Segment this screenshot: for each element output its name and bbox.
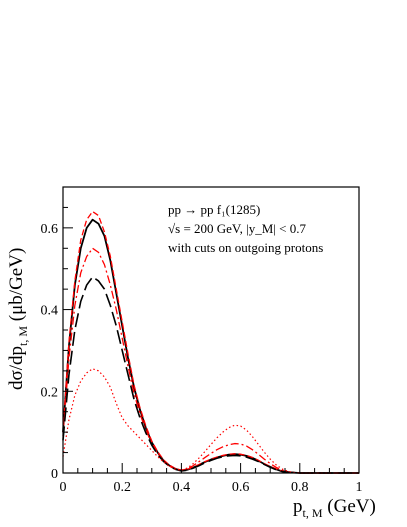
y-tick-label: 0.2: [41, 385, 59, 400]
annotation-line-2: √s = 200 GeV, |y_M| < 0.7: [168, 221, 306, 236]
x-tick-label: 0.4: [173, 480, 191, 495]
y-axis-title-main: dσ/dp: [6, 346, 27, 390]
annotation-line-3: with cuts on outgoing protons: [168, 240, 323, 255]
x-tick-label: 0.8: [291, 480, 309, 495]
annotation-line-1: pp → pp f₁(1285): [168, 202, 260, 217]
series-line-4: [62, 276, 359, 474]
y-tick-label: 0.4: [41, 304, 59, 319]
series-line-3: [62, 247, 359, 474]
series-line-1: [62, 218, 359, 474]
curves: [62, 210, 359, 474]
x-axis-title-main: p: [293, 496, 303, 517]
x-tick-label: 0: [60, 480, 67, 495]
y-axis-title-unit: (μb/GeV): [6, 248, 27, 326]
axis-ticks: [62, 186, 360, 474]
series-line-5: [62, 368, 359, 474]
y-axis-title: dσ/dpt, M (μb/GeV): [6, 248, 30, 390]
x-tick-label: 0.2: [113, 480, 131, 495]
x-tick-label: 1: [356, 480, 363, 495]
y-tick-label: 0.6: [41, 222, 59, 237]
y-axis-title-sub: t, M: [16, 326, 30, 346]
series-line-2: [62, 210, 359, 474]
x-axis-title: pt, M (GeV): [293, 496, 376, 520]
y-tick-label: 0: [51, 467, 58, 482]
x-axis-title-sub: t, M: [303, 506, 323, 520]
x-axis-title-unit: (GeV): [323, 496, 376, 517]
x-tick-label: 0.6: [232, 480, 250, 495]
tick-labels: 0 0.2 0.4 0.6 0.8 1 0 0.2 0.4 0.6: [41, 222, 363, 495]
